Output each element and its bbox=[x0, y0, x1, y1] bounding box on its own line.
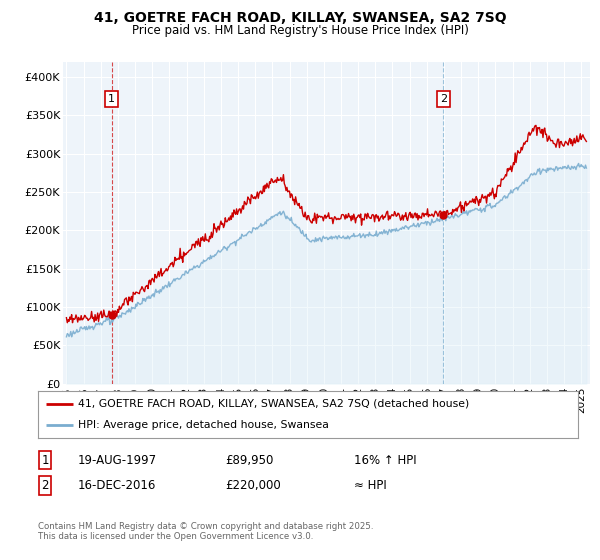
Text: 2: 2 bbox=[41, 479, 49, 492]
Text: 16% ↑ HPI: 16% ↑ HPI bbox=[354, 454, 416, 467]
Text: 19-AUG-1997: 19-AUG-1997 bbox=[78, 454, 157, 467]
Text: HPI: Average price, detached house, Swansea: HPI: Average price, detached house, Swan… bbox=[79, 421, 329, 431]
Text: 1: 1 bbox=[108, 94, 115, 104]
Text: Price paid vs. HM Land Registry's House Price Index (HPI): Price paid vs. HM Land Registry's House … bbox=[131, 24, 469, 36]
Text: £89,950: £89,950 bbox=[225, 454, 274, 467]
Text: Contains HM Land Registry data © Crown copyright and database right 2025.
This d: Contains HM Land Registry data © Crown c… bbox=[38, 522, 373, 542]
Text: 41, GOETRE FACH ROAD, KILLAY, SWANSEA, SA2 7SQ: 41, GOETRE FACH ROAD, KILLAY, SWANSEA, S… bbox=[94, 11, 506, 25]
Text: 16-DEC-2016: 16-DEC-2016 bbox=[78, 479, 157, 492]
Text: 2: 2 bbox=[440, 94, 447, 104]
Text: 41, GOETRE FACH ROAD, KILLAY, SWANSEA, SA2 7SQ (detached house): 41, GOETRE FACH ROAD, KILLAY, SWANSEA, S… bbox=[79, 399, 470, 409]
Text: £220,000: £220,000 bbox=[225, 479, 281, 492]
Text: ≈ HPI: ≈ HPI bbox=[354, 479, 387, 492]
Text: 1: 1 bbox=[41, 454, 49, 467]
